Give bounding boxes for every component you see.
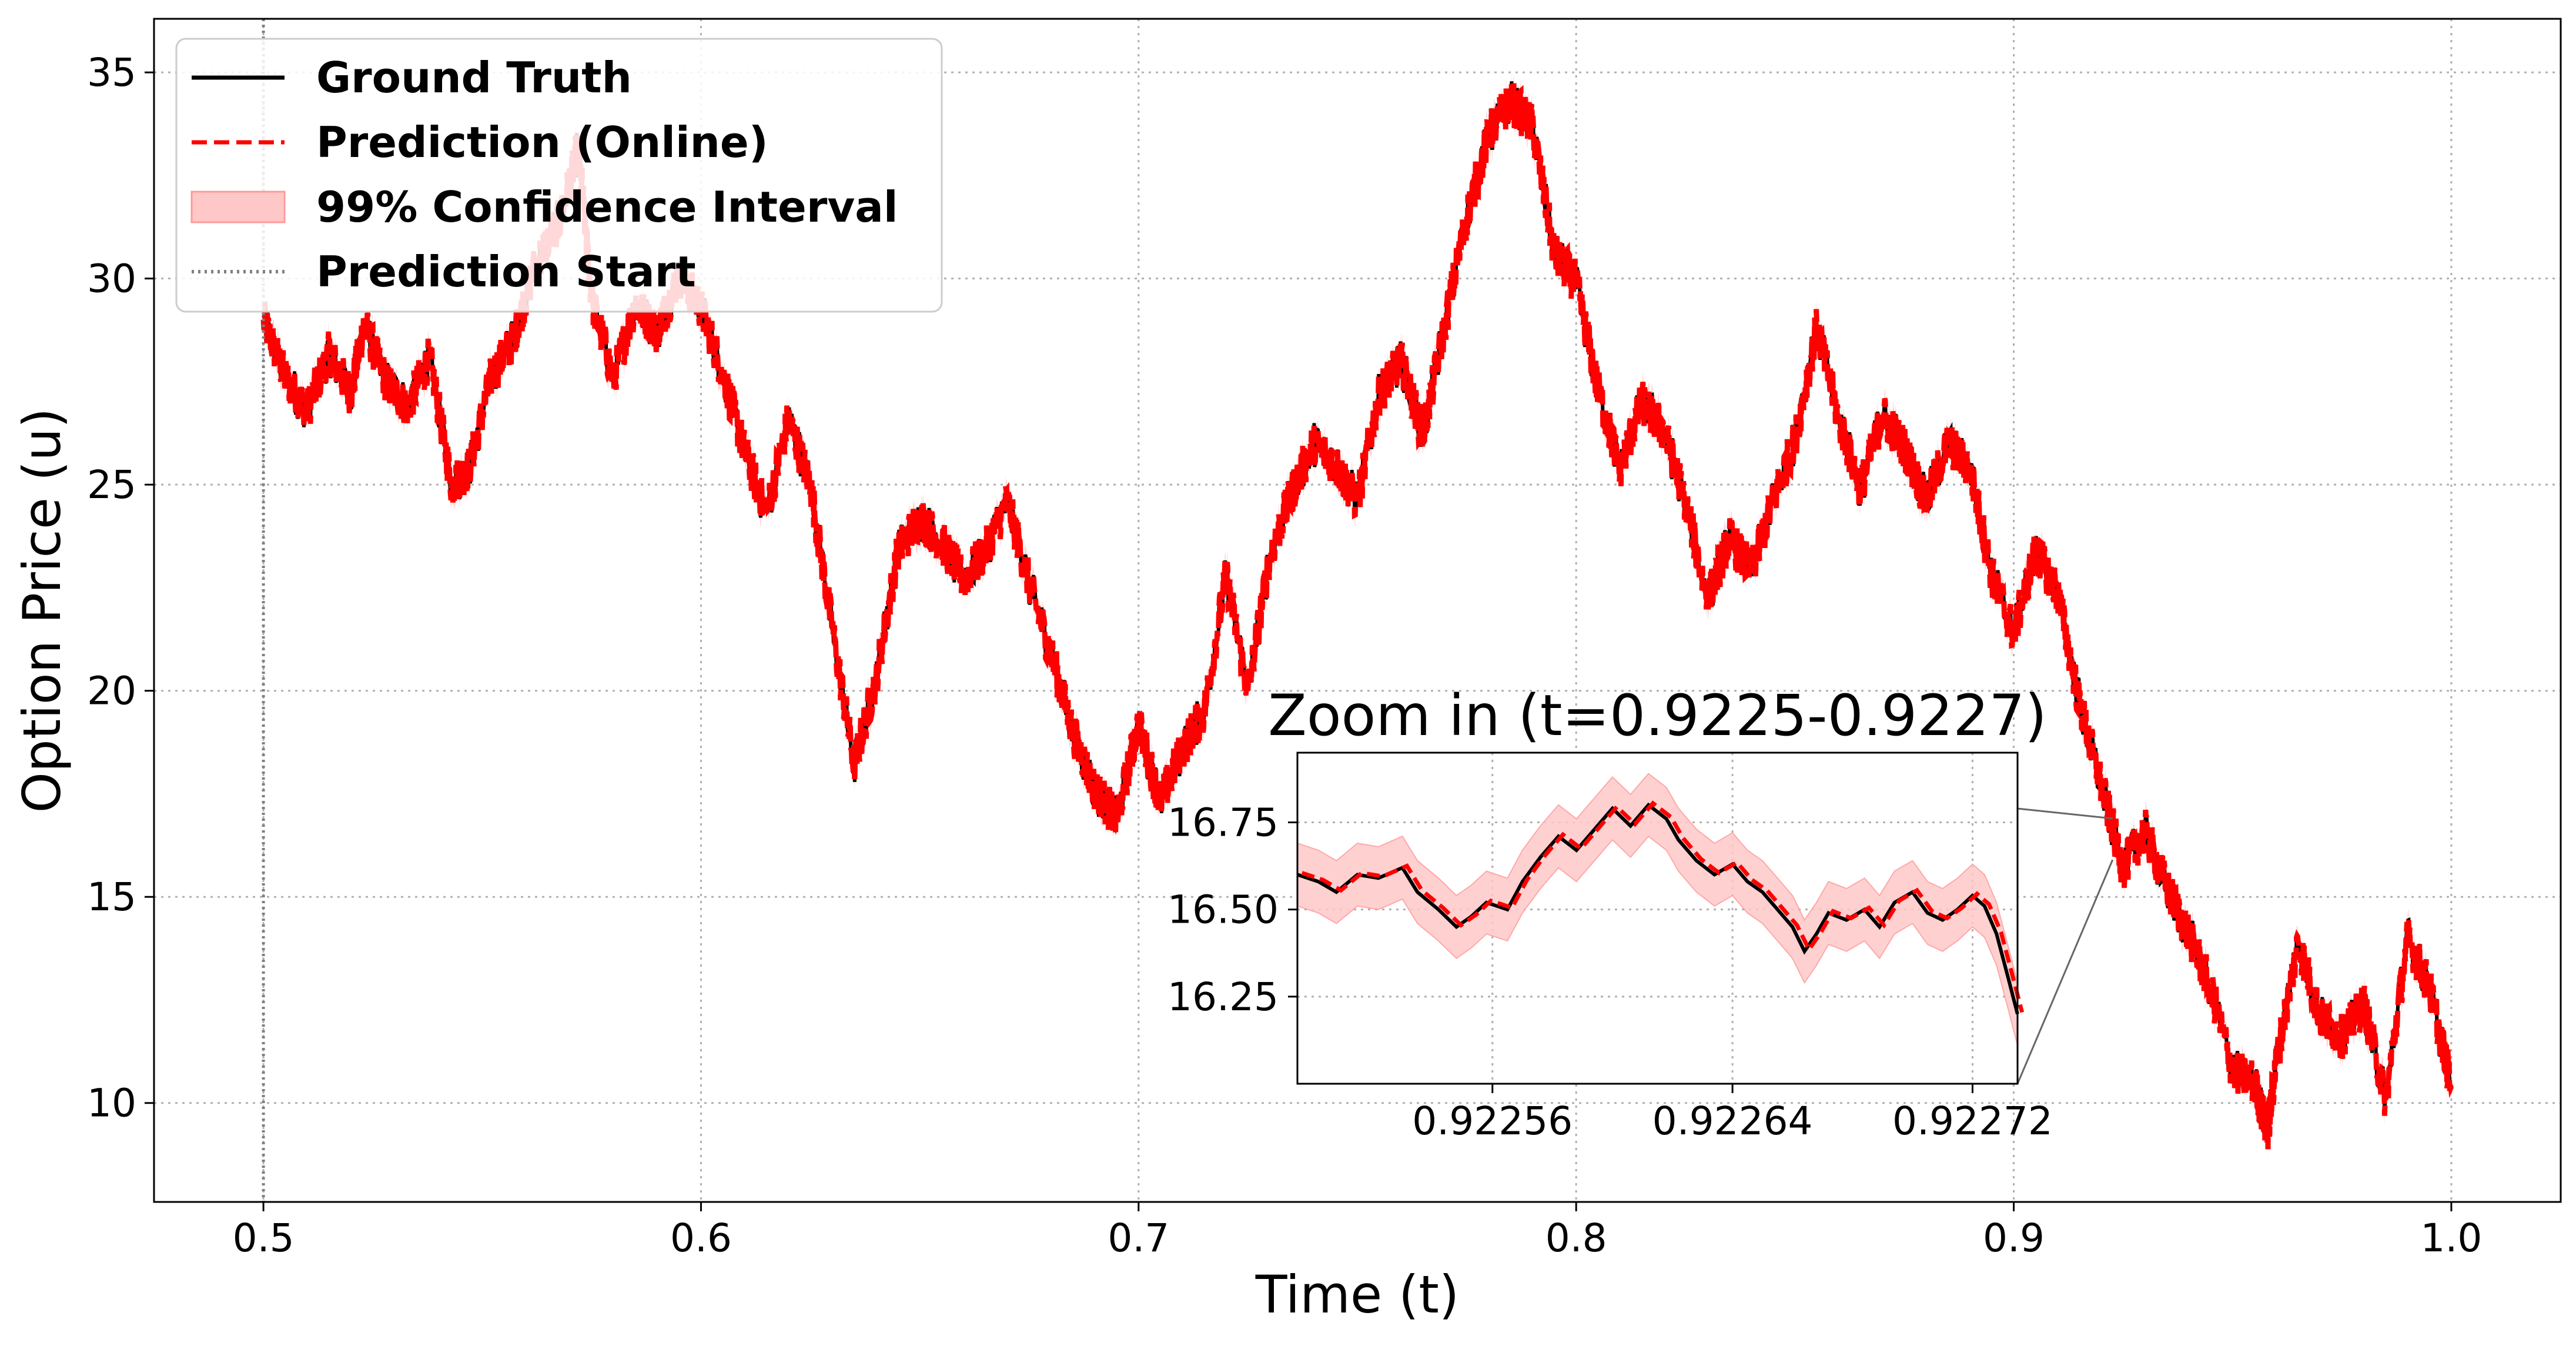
y-tick-label: 15 (87, 874, 136, 920)
y-tick-label: 10 (87, 1081, 136, 1126)
inset-connector (2016, 859, 2114, 1084)
inset-title: Zoom in (t=0.9225-0.9227) (1268, 683, 2047, 749)
main-series (260, 19, 2454, 1202)
y-tick-label: 25 (87, 462, 136, 507)
legend-label: Prediction (Online) (316, 118, 768, 167)
legend-swatch-confidence (190, 191, 286, 223)
y-tick-label: 20 (87, 669, 136, 714)
series-prediction-online (260, 81, 2454, 1150)
legend-label: Ground Truth (316, 53, 632, 102)
legend-label: 99% Confidence Interval (316, 182, 898, 232)
inset-x-tick-label: 0.92256 (1412, 1098, 1573, 1144)
inset-connector (2017, 807, 2113, 820)
x-tick-label: 0.8 (1545, 1215, 1607, 1261)
inset-series (1297, 800, 2025, 1015)
legend: Ground Truth Prediction (Online) 99% Confi… (175, 38, 943, 313)
inset-series-ground-truth (1297, 802, 2019, 1015)
y-axis-label: Option Price (u) (12, 408, 72, 813)
inset-x-tick-label: 0.92264 (1652, 1098, 1813, 1144)
y-tick-label: 30 (87, 256, 136, 302)
x-tick-label: 0.5 (233, 1215, 295, 1261)
main-gridlines (154, 19, 2561, 1202)
x-tick-label: 0.9 (1983, 1215, 2045, 1261)
main-ticks: 0.5 0.6 0.7 0.8 0.9 1.0 10 15 20 25 30 35 (87, 50, 2482, 1261)
inset-y-tick-label: 16.75 (1167, 800, 1279, 846)
y-tick-label: 35 (87, 50, 136, 95)
inset-ticks: 0.92256 0.92264 0.92272 16.25 16.50 16.75 (1167, 800, 2053, 1144)
x-tick-label: 0.7 (1108, 1215, 1169, 1261)
inset-frame (1296, 752, 2019, 1085)
x-tick-label: 0.6 (670, 1215, 732, 1261)
plot-frame (153, 18, 2562, 1203)
x-tick-label: 1.0 (2420, 1215, 2482, 1261)
inset-connector-lines (2016, 807, 2114, 1084)
inset-y-tick-label: 16.25 (1167, 974, 1279, 1020)
inset-x-tick-label: 0.92272 (1892, 1098, 2053, 1144)
zoom-inset: 0.92256 0.92264 0.92272 16.25 16.50 16.75 Zoo… (1167, 683, 2053, 1144)
legend-box (175, 38, 943, 313)
inset-series-prediction (1301, 800, 2025, 1013)
inset-y-tick-label: 16.50 (1167, 887, 1279, 933)
x-axis-label: Time (t) (1255, 1264, 1460, 1325)
legend-label: Prediction Start (316, 247, 696, 296)
